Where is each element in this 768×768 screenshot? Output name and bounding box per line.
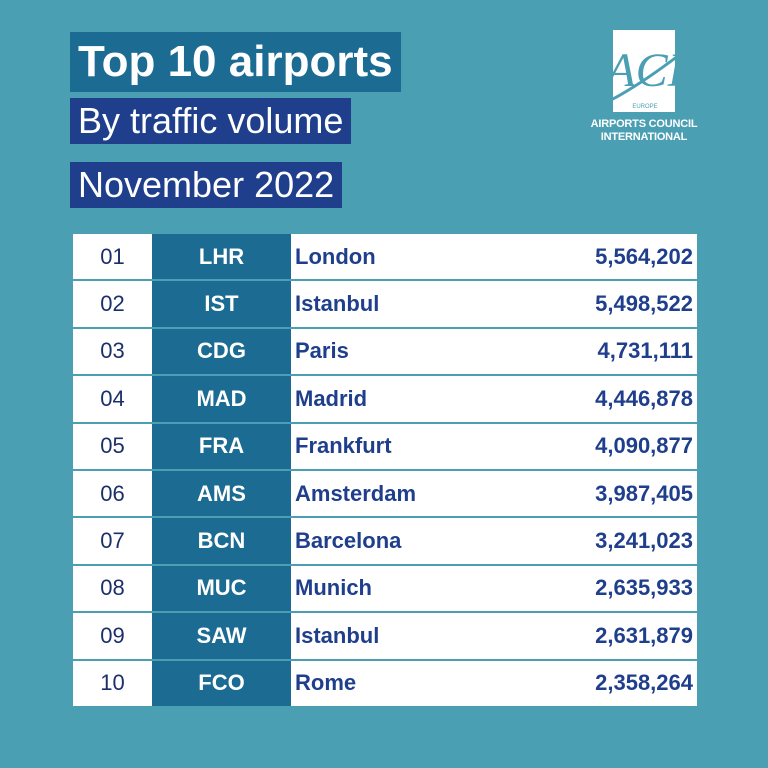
- table-row: 02 IST Istanbul 5,498,522: [73, 280, 697, 329]
- table-row: 10 FCO Rome 2,358,264: [73, 659, 697, 706]
- rank-cell: 06: [73, 469, 152, 519]
- table-row: 08 MUC Munich 2,635,933: [73, 564, 697, 614]
- traffic-value-cell: 2,631,879: [495, 612, 697, 661]
- traffic-value-cell: 5,564,202: [495, 234, 697, 282]
- city-cell: Madrid: [291, 375, 495, 424]
- table-row: 04 MAD Madrid 4,446,878: [73, 375, 697, 424]
- airport-code-cell: MUC: [152, 564, 291, 614]
- airport-code-cell: CDG: [152, 327, 291, 377]
- aci-region-text: EUROPE: [632, 104, 657, 110]
- rank-cell: 05: [73, 422, 152, 471]
- aci-logo-line1: AIRPORTS COUNCIL: [590, 118, 698, 130]
- city-cell: Barcelona: [291, 517, 495, 566]
- rank-cell: 04: [73, 375, 152, 424]
- rank-cell: 10: [73, 659, 152, 706]
- city-cell: Paris: [291, 327, 495, 377]
- table-row: 07 BCN Barcelona 3,241,023: [73, 517, 697, 566]
- airport-code-cell: FCO: [152, 659, 291, 706]
- traffic-value-cell: 4,446,878: [495, 375, 697, 424]
- airport-code-cell: SAW: [152, 612, 291, 661]
- city-cell: Istanbul: [291, 612, 495, 661]
- traffic-value-cell: 2,358,264: [495, 659, 697, 706]
- city-cell: Rome: [291, 659, 495, 706]
- traffic-value-cell: 4,090,877: [495, 422, 697, 471]
- page-title: Top 10 airports: [70, 32, 401, 92]
- airport-code-cell: MAD: [152, 375, 291, 424]
- table-row: 09 SAW Istanbul 2,631,879: [73, 612, 697, 661]
- city-cell: Frankfurt: [291, 422, 495, 471]
- traffic-value-cell: 5,498,522: [495, 280, 697, 329]
- aci-logo: ACI EUROPE AIRPORTS COUNCIL INTERNATIONA…: [588, 30, 700, 170]
- rank-cell: 03: [73, 327, 152, 377]
- city-cell: Amsterdam: [291, 469, 495, 519]
- table-row: 03 CDG Paris 4,731,111: [73, 327, 697, 377]
- table-row: 06 AMS Amsterdam 3,987,405: [73, 469, 697, 519]
- table-row: 01 LHR London 5,564,202: [73, 234, 697, 282]
- rank-cell: 02: [73, 280, 152, 329]
- airport-code-cell: IST: [152, 280, 291, 329]
- city-cell: Istanbul: [291, 280, 495, 329]
- rank-cell: 09: [73, 612, 152, 661]
- rank-cell: 08: [73, 564, 152, 614]
- city-cell: Munich: [291, 564, 495, 614]
- traffic-value-cell: 4,731,111: [495, 327, 697, 377]
- airport-code-cell: AMS: [152, 469, 291, 519]
- page-subtitle: By traffic volume: [70, 98, 352, 144]
- aci-mark-text: ACI: [603, 44, 685, 97]
- table-row: 05 FRA Frankfurt 4,090,877: [73, 422, 697, 471]
- airport-code-cell: BCN: [152, 517, 291, 566]
- rank-cell: 07: [73, 517, 152, 566]
- airport-code-cell: LHR: [152, 234, 291, 282]
- aci-logo-mark: ACI EUROPE: [602, 30, 692, 112]
- period-label: November 2022: [70, 162, 343, 208]
- traffic-value-cell: 3,241,023: [495, 517, 697, 566]
- traffic-value-cell: 3,987,405: [495, 469, 697, 519]
- traffic-value-cell: 2,635,933: [495, 564, 697, 614]
- rank-cell: 01: [73, 234, 152, 282]
- ranking-table: 01 LHR London 5,564,202 02 IST Istanbul 5,498,5…: [73, 234, 697, 706]
- city-cell: London: [291, 234, 495, 282]
- aci-logo-line2: INTERNATIONAL: [600, 131, 688, 143]
- airport-code-cell: FRA: [152, 422, 291, 471]
